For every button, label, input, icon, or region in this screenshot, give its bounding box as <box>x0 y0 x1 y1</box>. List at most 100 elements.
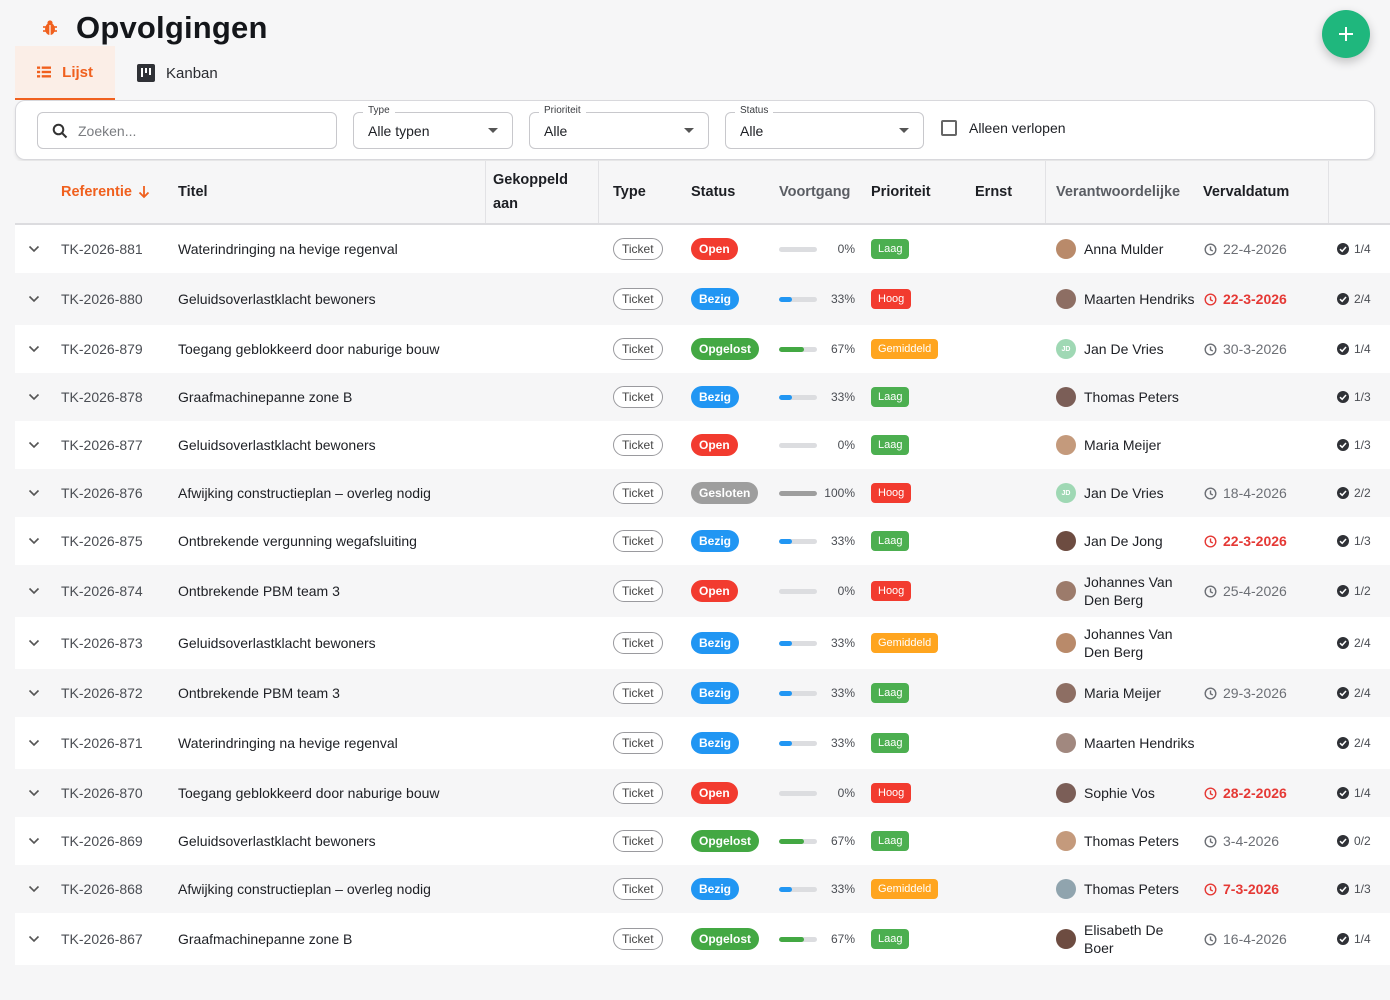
column-header-severity[interactable]: Ernst <box>975 184 1013 200</box>
type-select[interactable]: Type Alle typen <box>353 105 513 149</box>
row-owner: Maria Meijer <box>1056 669 1196 717</box>
column-header-title[interactable]: Titel <box>178 184 208 200</box>
row-priority-cell: Gemiddeld <box>871 325 939 373</box>
table-row[interactable]: TK-2026-878 Graafmachinepanne zone B Tic… <box>15 373 1390 421</box>
table-row[interactable]: TK-2026-876 Afwijking constructieplan – … <box>15 469 1390 517</box>
table-row[interactable]: TK-2026-874 Ontbrekende PBM team 3 Ticke… <box>15 565 1390 617</box>
row-due-date: 30-3-2026 <box>1204 325 1287 373</box>
check-circle-icon <box>1337 535 1349 547</box>
expand-row-button[interactable] <box>27 421 41 469</box>
expand-row-button[interactable] <box>27 373 41 421</box>
add-button[interactable] <box>1322 10 1370 58</box>
expand-row-button[interactable] <box>27 769 41 817</box>
avatar <box>1056 879 1076 899</box>
check-circle-icon <box>1337 343 1349 355</box>
avatar <box>1056 531 1076 551</box>
table-row[interactable]: TK-2026-875 Ontbrekende vergunning wegaf… <box>15 517 1390 565</box>
column-separator <box>1045 161 1046 223</box>
row-progress: 0% <box>779 565 855 617</box>
status-select[interactable]: Status Alle <box>725 105 924 149</box>
row-reference: TK-2026-869 <box>61 833 143 849</box>
expand-row-button[interactable] <box>27 517 41 565</box>
priority-select-label: Prioriteit <box>539 105 586 116</box>
chevron-down-icon <box>28 885 40 893</box>
expand-row-button[interactable] <box>27 913 41 965</box>
status-badge: Gesloten <box>691 482 759 504</box>
type-chip: Ticket <box>613 732 663 754</box>
status-badge: Bezig <box>691 878 740 900</box>
check-circle-icon <box>1337 637 1349 649</box>
expand-row-button[interactable] <box>27 325 41 373</box>
expand-row-button[interactable] <box>27 717 41 769</box>
bug-icon <box>38 16 62 40</box>
checklist-count: 1/3 <box>1354 882 1371 896</box>
table-row[interactable]: TK-2026-868 Afwijking constructieplan – … <box>15 865 1390 913</box>
row-reference: TK-2026-871 <box>61 735 143 751</box>
expand-row-button[interactable] <box>27 565 41 617</box>
column-header-progress[interactable]: Voortgang <box>779 184 851 200</box>
row-status-cell: Gesloten <box>691 469 759 517</box>
table-row[interactable]: TK-2026-870 Toegang geblokkeerd door nab… <box>15 769 1390 817</box>
clock-icon <box>1204 486 1217 500</box>
row-reference: TK-2026-879 <box>61 341 143 357</box>
checklist-count: 1/4 <box>1354 786 1371 800</box>
column-header-linked[interactable]: Gekoppeld aan <box>493 172 568 212</box>
expand-row-button[interactable] <box>27 817 41 865</box>
column-header-due[interactable]: Vervaldatum <box>1203 184 1290 200</box>
expand-row-button[interactable] <box>27 273 41 325</box>
column-header-status[interactable]: Status <box>691 184 736 200</box>
table-row[interactable]: TK-2026-873 Geluidsoverlastklacht bewone… <box>15 617 1390 669</box>
priority-badge: Hoog <box>871 581 912 601</box>
expand-row-button[interactable] <box>27 617 41 669</box>
column-header-priority[interactable]: Prioriteit <box>871 184 931 200</box>
due-date-value: 22-3-2026 <box>1223 291 1287 307</box>
table-row[interactable]: TK-2026-881 Waterindringing na hevige re… <box>15 225 1390 273</box>
row-priority-cell: Hoog <box>871 273 912 325</box>
overdue-only-checkbox[interactable] <box>941 120 957 136</box>
status-badge: Opgelost <box>691 338 760 360</box>
row-type-cell: Ticket <box>613 517 663 565</box>
tab-kanban[interactable]: Kanban <box>115 46 240 100</box>
avatar: JD <box>1056 483 1076 503</box>
row-due-date: 3-4-2026 <box>1204 817 1279 865</box>
row-status-cell: Bezig <box>691 517 740 565</box>
expand-row-button[interactable] <box>27 225 41 273</box>
check-circle-icon <box>1337 293 1349 305</box>
table-row[interactable]: TK-2026-867 Graafmachinepanne zone B Tic… <box>15 913 1390 965</box>
progress-bar-fill <box>779 490 817 496</box>
table-row[interactable]: TK-2026-869 Geluidsoverlastklacht bewone… <box>15 817 1390 865</box>
expand-row-button[interactable] <box>27 865 41 913</box>
tab-list[interactable]: Lijst <box>15 46 115 100</box>
table-row[interactable]: TK-2026-872 Ontbrekende PBM team 3 Ticke… <box>15 669 1390 717</box>
progress-percent: 0% <box>837 438 855 452</box>
row-status-cell: Open <box>691 421 738 469</box>
expand-row-button[interactable] <box>27 469 41 517</box>
search-input[interactable] <box>78 122 318 139</box>
table-row[interactable]: TK-2026-871 Waterindringing na hevige re… <box>15 717 1390 769</box>
due-date-value: 16-4-2026 <box>1223 931 1287 947</box>
column-header-owner[interactable]: Verantwoordelijke <box>1056 184 1181 200</box>
chevron-down-icon <box>488 128 498 133</box>
table-row[interactable]: TK-2026-879 Toegang geblokkeerd door nab… <box>15 325 1390 373</box>
owner-name: Maarten Hendriks <box>1084 291 1195 307</box>
row-progress: 33% <box>779 669 855 717</box>
progress-percent: 0% <box>837 584 855 598</box>
expand-row-button[interactable] <box>27 669 41 717</box>
row-status-cell: Open <box>691 565 738 617</box>
row-title: Ontbrekende PBM team 3 <box>178 685 340 701</box>
row-owner: Maria Meijer <box>1056 421 1196 469</box>
table-row[interactable]: TK-2026-877 Geluidsoverlastklacht bewone… <box>15 421 1390 469</box>
type-chip: Ticket <box>613 878 663 900</box>
clock-icon <box>1204 686 1217 700</box>
search-box[interactable] <box>37 112 337 149</box>
progress-bar <box>779 740 817 746</box>
row-status-cell: Opgelost <box>691 913 760 965</box>
table-row[interactable]: TK-2026-880 Geluidsoverlastklacht bewone… <box>15 273 1390 325</box>
priority-select[interactable]: Prioriteit Alle <box>529 105 709 149</box>
avatar <box>1056 239 1076 259</box>
row-checklist: 2/4 <box>1337 617 1371 669</box>
column-header-type[interactable]: Type <box>613 184 646 200</box>
column-header-reference[interactable]: Referentie <box>61 180 150 204</box>
row-status-cell: Open <box>691 769 738 817</box>
overdue-only-toggle[interactable]: Alleen verlopen <box>941 120 1066 136</box>
